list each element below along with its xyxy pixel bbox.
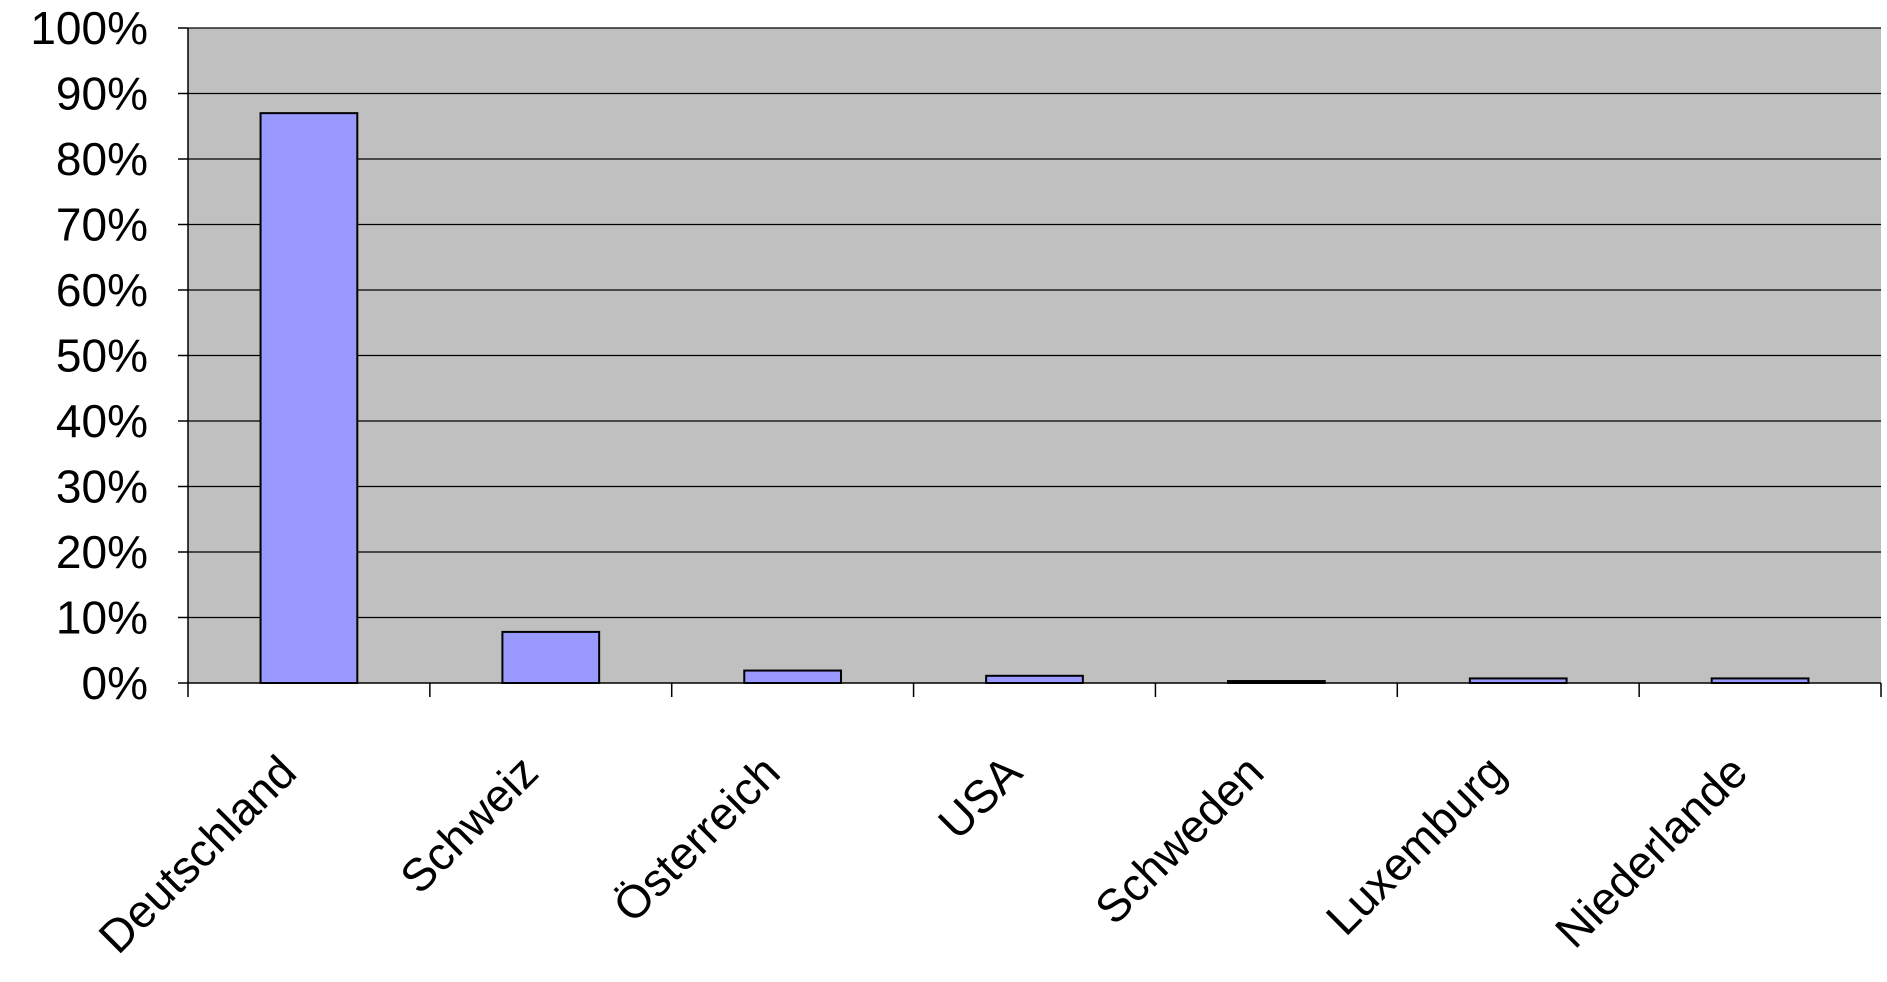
y-tick-label: 80% [56,133,148,185]
bar-deutschland [259,112,359,684]
y-tick-label: 20% [56,526,148,578]
x-tick-label: Schweden [1085,745,1274,934]
x-tick-label: Deutschland [88,745,306,963]
gridlines [178,27,1881,684]
y-tick-label: 100% [30,2,148,54]
x-tick-label: Österreich [603,745,790,932]
y-tick-label: 70% [56,199,148,251]
y-tick-label: 0% [82,657,148,709]
y-tick-label: 30% [56,461,148,513]
y-tick-label: 90% [56,68,148,120]
x-tick-label: USA [928,745,1032,849]
x-tick-label: Schweiz [390,745,548,903]
y-tick-label: 60% [56,264,148,316]
bars [259,112,1810,684]
axes [187,28,1882,697]
x-tick-label: Niederlande [1545,745,1757,957]
x-tick-labels: Deutschland Schweiz Österreich USA Schweden L… [88,745,1757,963]
y-tick-label: 50% [56,330,148,382]
y-tick-label: 40% [56,395,148,447]
x-tick-label: Luxemburg [1316,745,1516,945]
bar-usa [985,674,1084,684]
y-tick-label: 10% [56,592,148,644]
y-tick-labels: 0% 10% 20% 30% 40% 50% 60% 70% 80% 90% 100% [30,2,148,709]
bar-schweiz [501,630,601,684]
bar-österreich [743,669,843,684]
